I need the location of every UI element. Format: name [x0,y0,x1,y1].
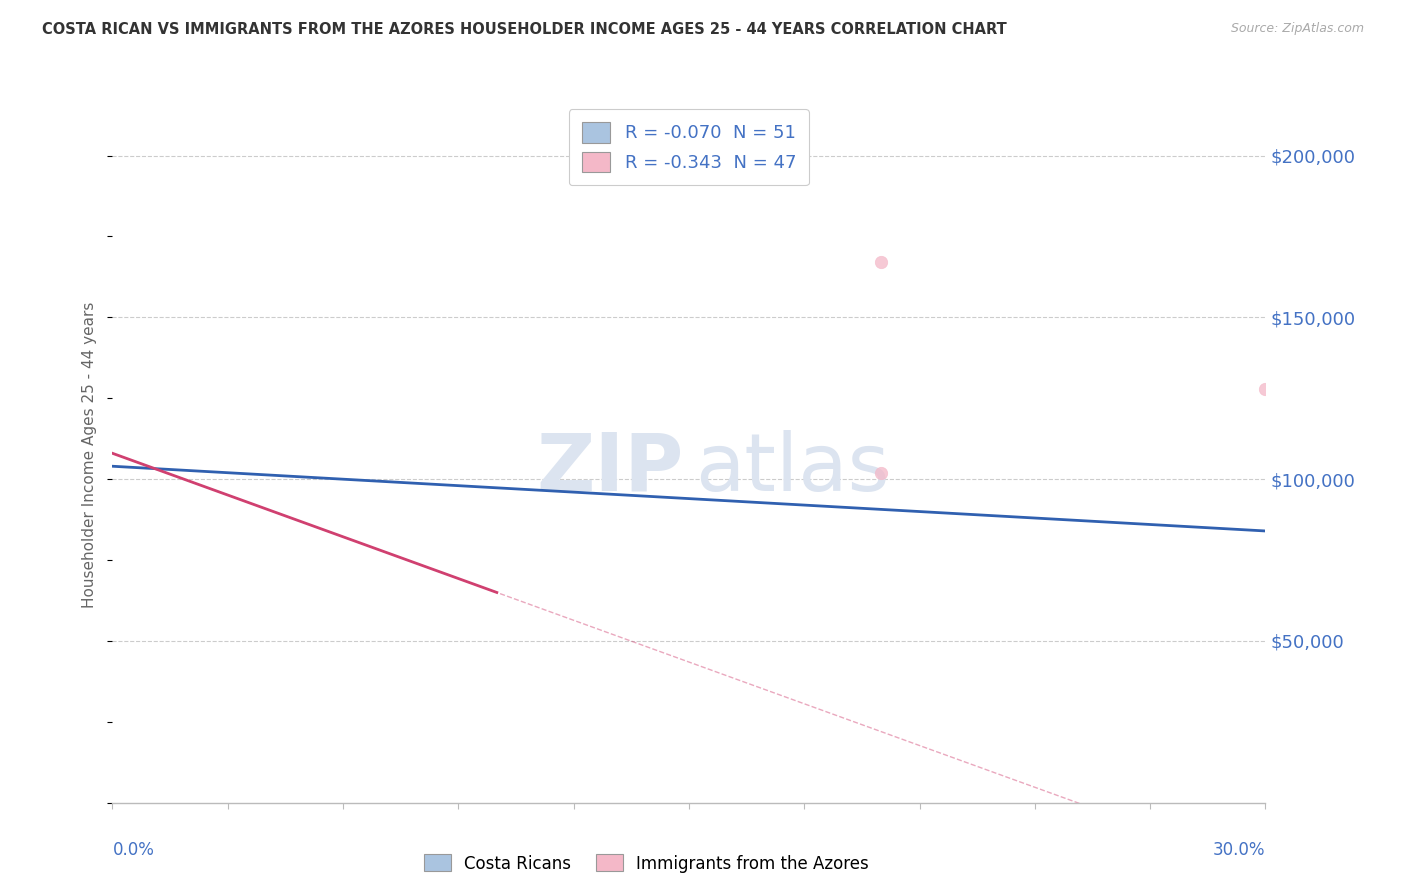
Point [1254,382,1277,396]
Point [870,466,893,480]
Text: 0.0%: 0.0% [112,841,155,859]
Legend: Costa Ricans, Immigrants from the Azores: Costa Ricans, Immigrants from the Azores [418,847,876,880]
Y-axis label: Householder Income Ages 25 - 44 years: Householder Income Ages 25 - 44 years [82,301,97,608]
Legend: R = -0.070  N = 51, R = -0.343  N = 47: R = -0.070 N = 51, R = -0.343 N = 47 [569,109,808,186]
Text: ZIP: ZIP [536,430,683,508]
Point [870,255,893,269]
Text: COSTA RICAN VS IMMIGRANTS FROM THE AZORES HOUSEHOLDER INCOME AGES 25 - 44 YEARS : COSTA RICAN VS IMMIGRANTS FROM THE AZORE… [42,22,1007,37]
Text: atlas: atlas [695,430,889,508]
Text: Source: ZipAtlas.com: Source: ZipAtlas.com [1230,22,1364,36]
Text: 30.0%: 30.0% [1213,841,1265,859]
